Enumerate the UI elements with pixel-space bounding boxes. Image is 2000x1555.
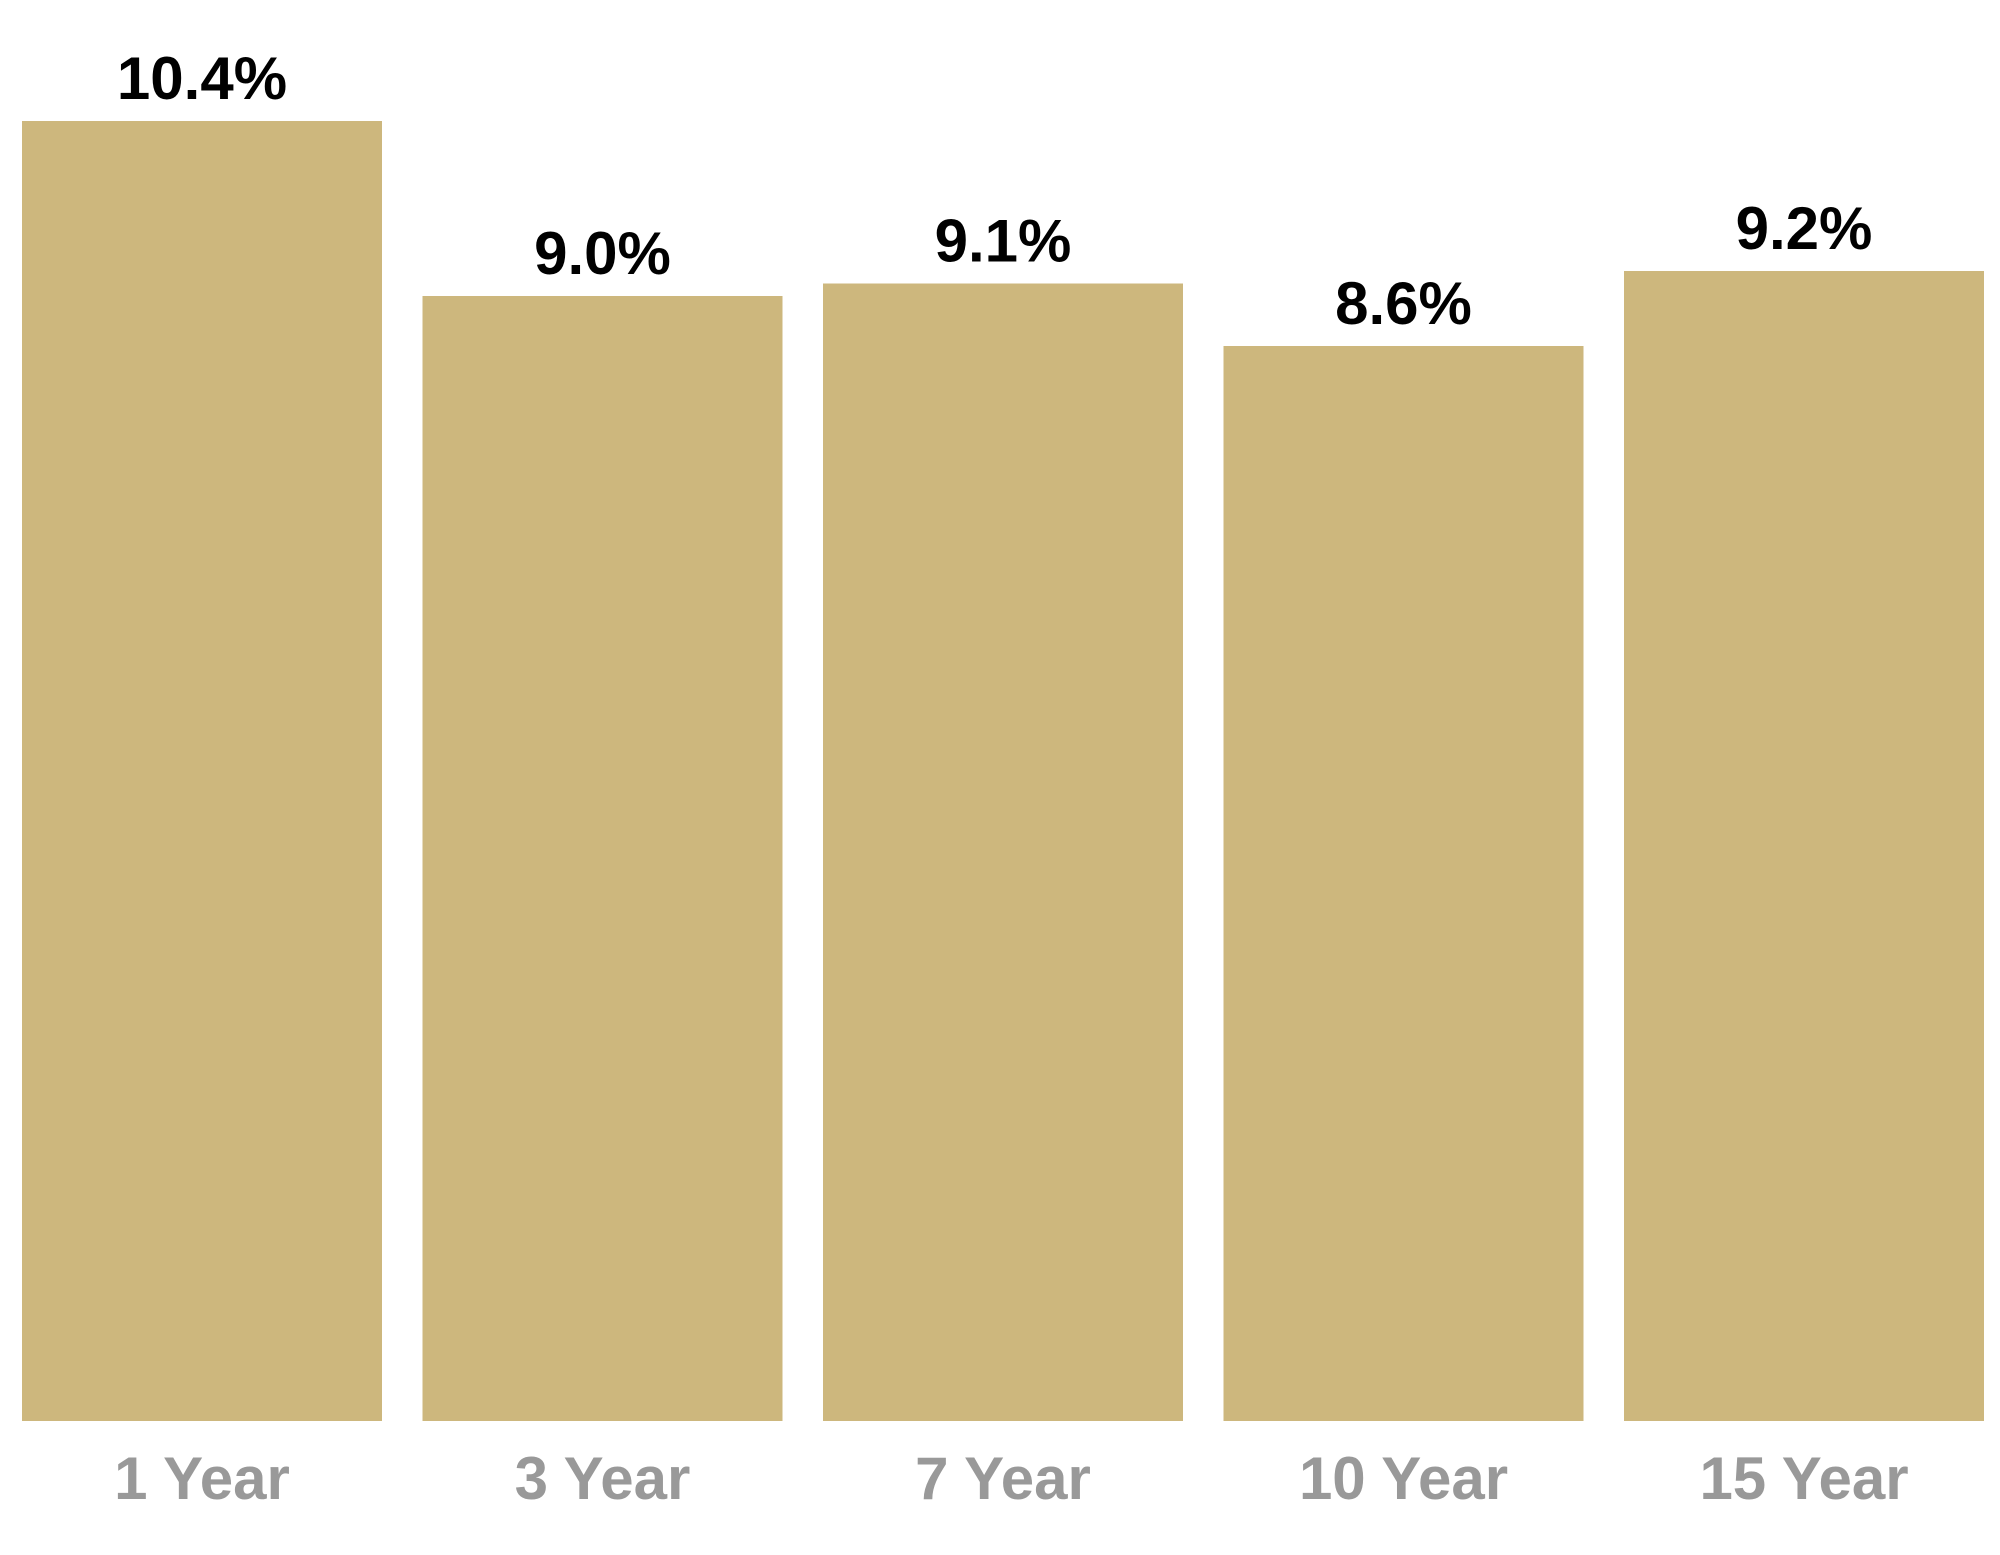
x-tick-label: 15 Year [1699,1445,1908,1512]
x-tick-label: 1 Year [114,1445,290,1512]
bar [1223,346,1584,1421]
x-tick-label: 3 Year [515,1445,691,1512]
bar [422,296,783,1421]
x-tick-label: 7 Year [915,1445,1091,1512]
value-label: 9.2% [1736,195,1873,262]
value-label: 9.0% [534,220,671,287]
x-tick-label: 10 Year [1299,1445,1508,1512]
value-label: 10.4% [117,45,287,112]
value-label: 8.6% [1335,270,1472,337]
bar [823,283,1183,1421]
bar [1624,271,1984,1421]
value-label: 9.1% [935,208,1072,275]
bar [22,121,382,1421]
